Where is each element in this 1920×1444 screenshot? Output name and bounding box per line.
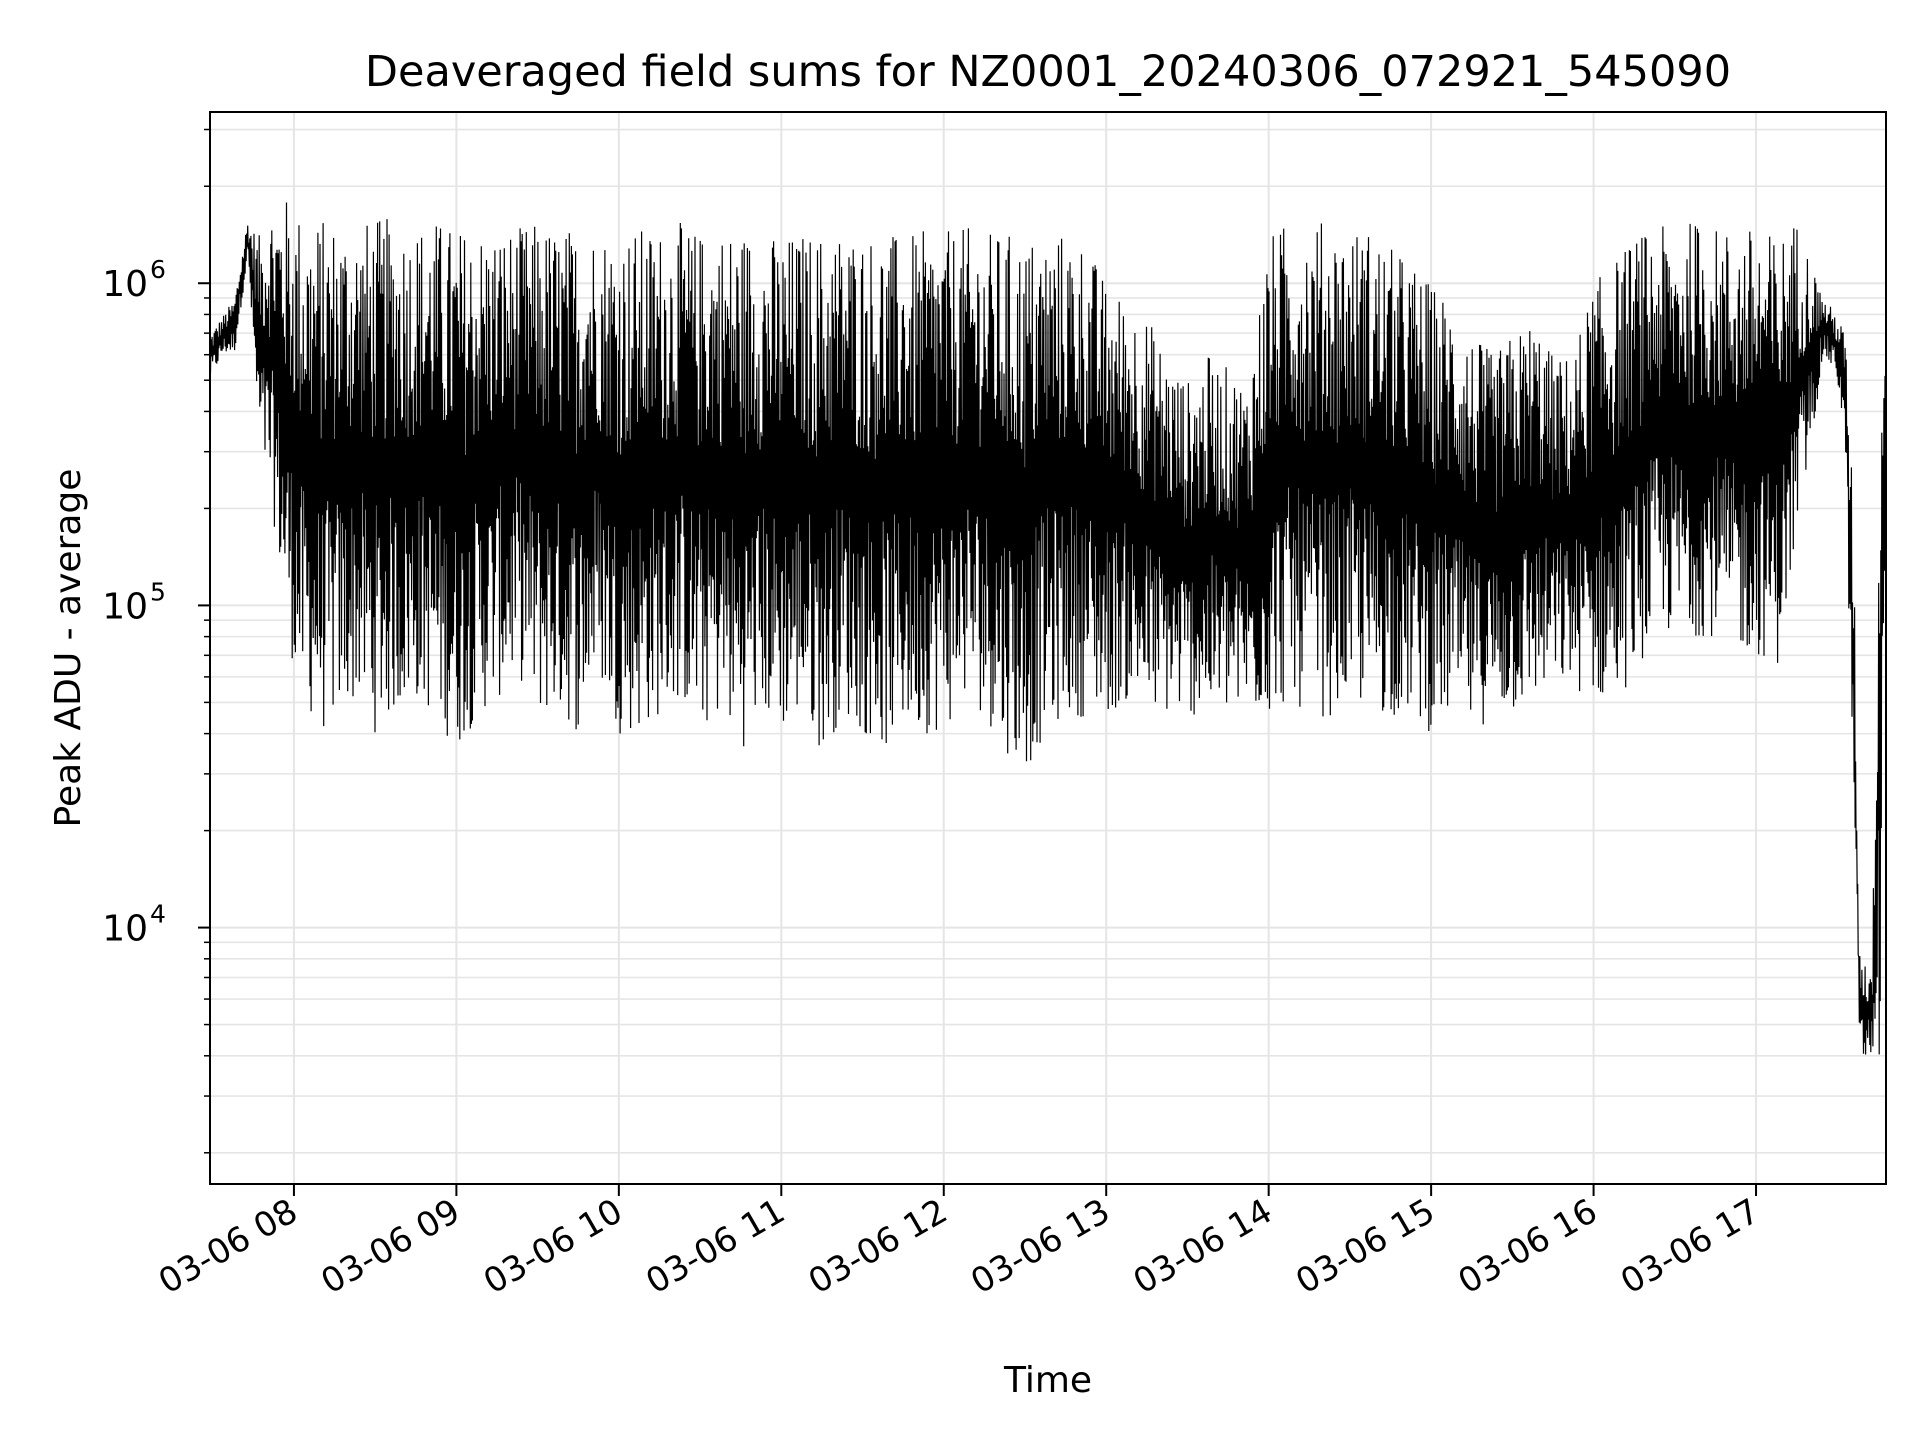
y-axis-label: Peak ADU - average bbox=[48, 469, 89, 828]
plot-area-frame bbox=[209, 111, 1887, 1185]
data-series bbox=[209, 202, 1887, 1055]
y-tick-label: 10 bbox=[102, 264, 148, 305]
x-axis-label: Time bbox=[1003, 1360, 1092, 1401]
y-tick-label: 10 bbox=[102, 909, 148, 950]
series-line bbox=[209, 202, 1887, 1055]
y-tick-exponent: 4 bbox=[150, 900, 166, 929]
y-tick-exponent: 6 bbox=[150, 255, 166, 284]
y-tick-exponent: 5 bbox=[150, 577, 166, 606]
chart-title: Deaveraged field sums for NZ0001_2024030… bbox=[365, 47, 1731, 97]
y-tick-label: 10 bbox=[102, 586, 148, 627]
